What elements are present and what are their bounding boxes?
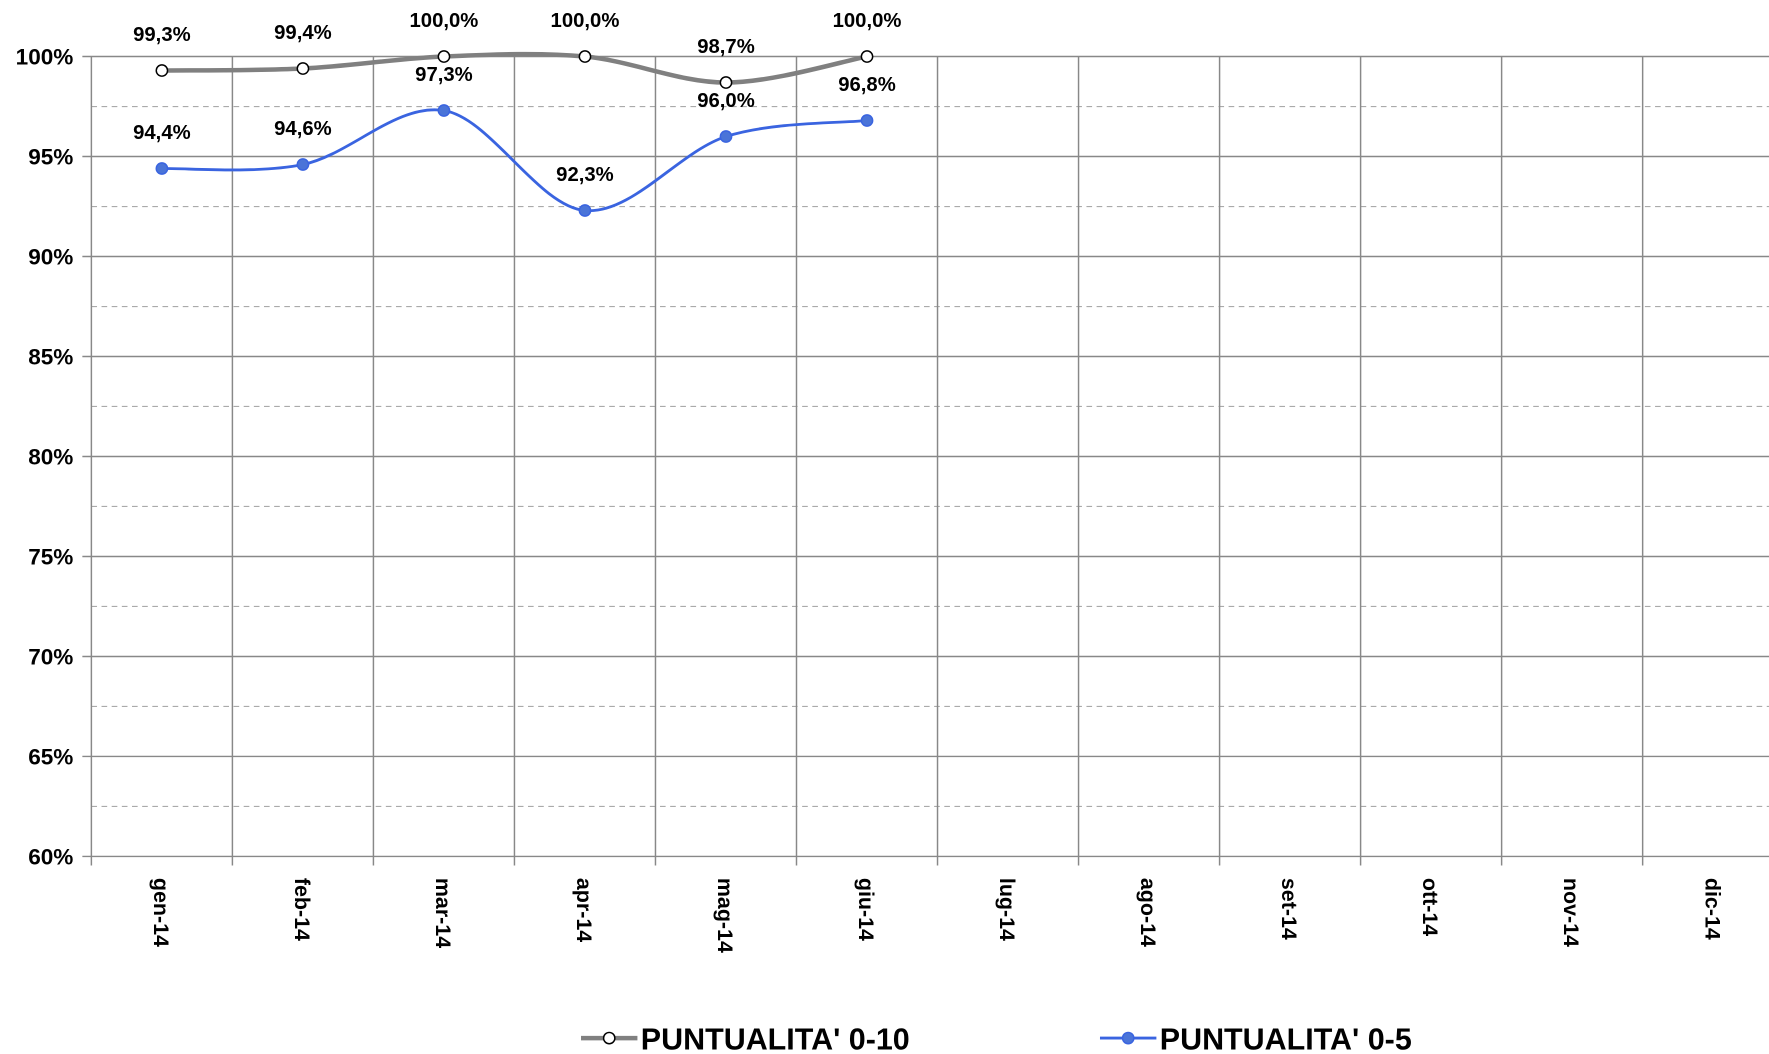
data-point (578, 50, 592, 63)
legend-label: PUNTUALITA' 0-10 (641, 1022, 910, 1054)
x-tick-label: apr-14 (572, 878, 596, 942)
x-tick-label: ago-14 (1136, 878, 1160, 947)
y-tick-label: 100% (16, 44, 74, 69)
data-label: 99,3% (133, 24, 191, 46)
x-tick-label: gen-14 (149, 878, 173, 947)
legend-label: PUNTUALITA' 0-5 (1160, 1022, 1412, 1054)
data-label: 94,4% (133, 122, 191, 144)
x-tick-label: lug-14 (995, 878, 1019, 941)
data-point (860, 114, 874, 127)
y-tick-label: 80% (28, 444, 73, 469)
series-line (161, 51, 868, 85)
data-point (860, 50, 874, 63)
x-tick-label: mag-14 (713, 878, 737, 953)
legend-marker (602, 1031, 616, 1045)
data-point (296, 158, 310, 171)
x-tick-label: set-14 (1277, 878, 1301, 940)
y-tick-label: 60% (28, 844, 73, 869)
data-label: 100,0% (833, 10, 902, 32)
data-point (437, 104, 451, 117)
data-label: 99,4% (274, 22, 332, 44)
x-tick-label: feb-14 (290, 878, 314, 941)
data-point (155, 162, 169, 175)
data-point (719, 76, 733, 89)
x-tick-label: nov-14 (1559, 878, 1583, 947)
y-tick-label: 95% (28, 144, 73, 169)
data-label: 96,0% (697, 90, 755, 112)
x-tick-label: ott-14 (1418, 878, 1442, 936)
data-label: 98,7% (697, 36, 755, 58)
data-label: 94,6% (274, 118, 332, 140)
x-tick-label: giu-14 (854, 878, 878, 941)
data-point (155, 64, 169, 77)
data-label: 100,0% (551, 10, 620, 32)
y-tick-label: 90% (28, 244, 73, 269)
data-point (578, 204, 592, 217)
y-tick-label: 85% (28, 344, 73, 369)
data-label: 92,3% (556, 164, 614, 186)
data-point (296, 62, 310, 75)
data-label: 97,3% (415, 64, 473, 86)
x-tick-label: mar-14 (431, 878, 455, 948)
y-tick-label: 75% (28, 544, 73, 569)
data-label: 96,8% (838, 74, 896, 96)
y-tick-label: 70% (28, 644, 73, 669)
data-point (719, 130, 733, 143)
x-tick-label: dic-14 (1700, 878, 1724, 940)
data-label: 100,0% (410, 10, 479, 32)
y-tick-label: 65% (28, 744, 73, 769)
data-point (437, 50, 451, 63)
legend-marker (1121, 1031, 1135, 1045)
